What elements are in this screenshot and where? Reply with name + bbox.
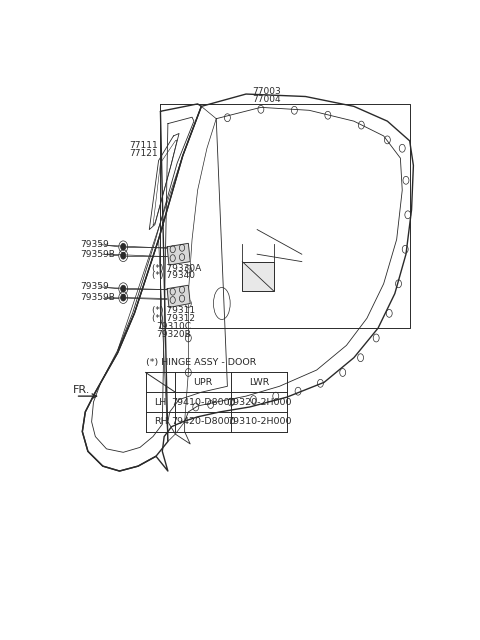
Text: 79359: 79359 (81, 282, 109, 291)
Text: (*) 79312: (*) 79312 (152, 314, 195, 323)
Text: 77111: 77111 (129, 141, 157, 150)
Text: (*) 79311: (*) 79311 (152, 307, 195, 316)
Text: 77121: 77121 (129, 148, 157, 157)
Text: LWR: LWR (249, 378, 269, 387)
Circle shape (120, 294, 126, 301)
Text: (*) 79330A: (*) 79330A (152, 264, 202, 273)
Text: LH: LH (154, 397, 167, 406)
Text: 77003: 77003 (252, 87, 281, 96)
Text: (*) HINGE ASSY - DOOR: (*) HINGE ASSY - DOOR (145, 358, 256, 367)
Bar (242, 262, 274, 291)
Text: 79359: 79359 (81, 240, 109, 249)
Circle shape (120, 285, 126, 292)
Text: 79320-2H000: 79320-2H000 (227, 397, 291, 406)
Text: 79410-D8000: 79410-D8000 (171, 397, 236, 406)
Text: (*) 79340: (*) 79340 (152, 271, 195, 280)
Text: 79420-D8000: 79420-D8000 (171, 417, 236, 426)
Text: 79320B: 79320B (156, 330, 191, 339)
Text: FR.: FR. (73, 385, 90, 395)
Text: 79310-2H000: 79310-2H000 (227, 417, 291, 426)
Text: UPR: UPR (193, 378, 213, 387)
Text: RH: RH (154, 417, 167, 426)
Circle shape (120, 243, 126, 250)
Text: 79359B: 79359B (81, 250, 115, 259)
Text: 77004: 77004 (252, 95, 281, 104)
Text: 79310C: 79310C (156, 322, 191, 331)
Polygon shape (167, 243, 190, 265)
Circle shape (120, 252, 126, 259)
Polygon shape (167, 285, 190, 307)
Text: 79359B: 79359B (81, 293, 115, 302)
